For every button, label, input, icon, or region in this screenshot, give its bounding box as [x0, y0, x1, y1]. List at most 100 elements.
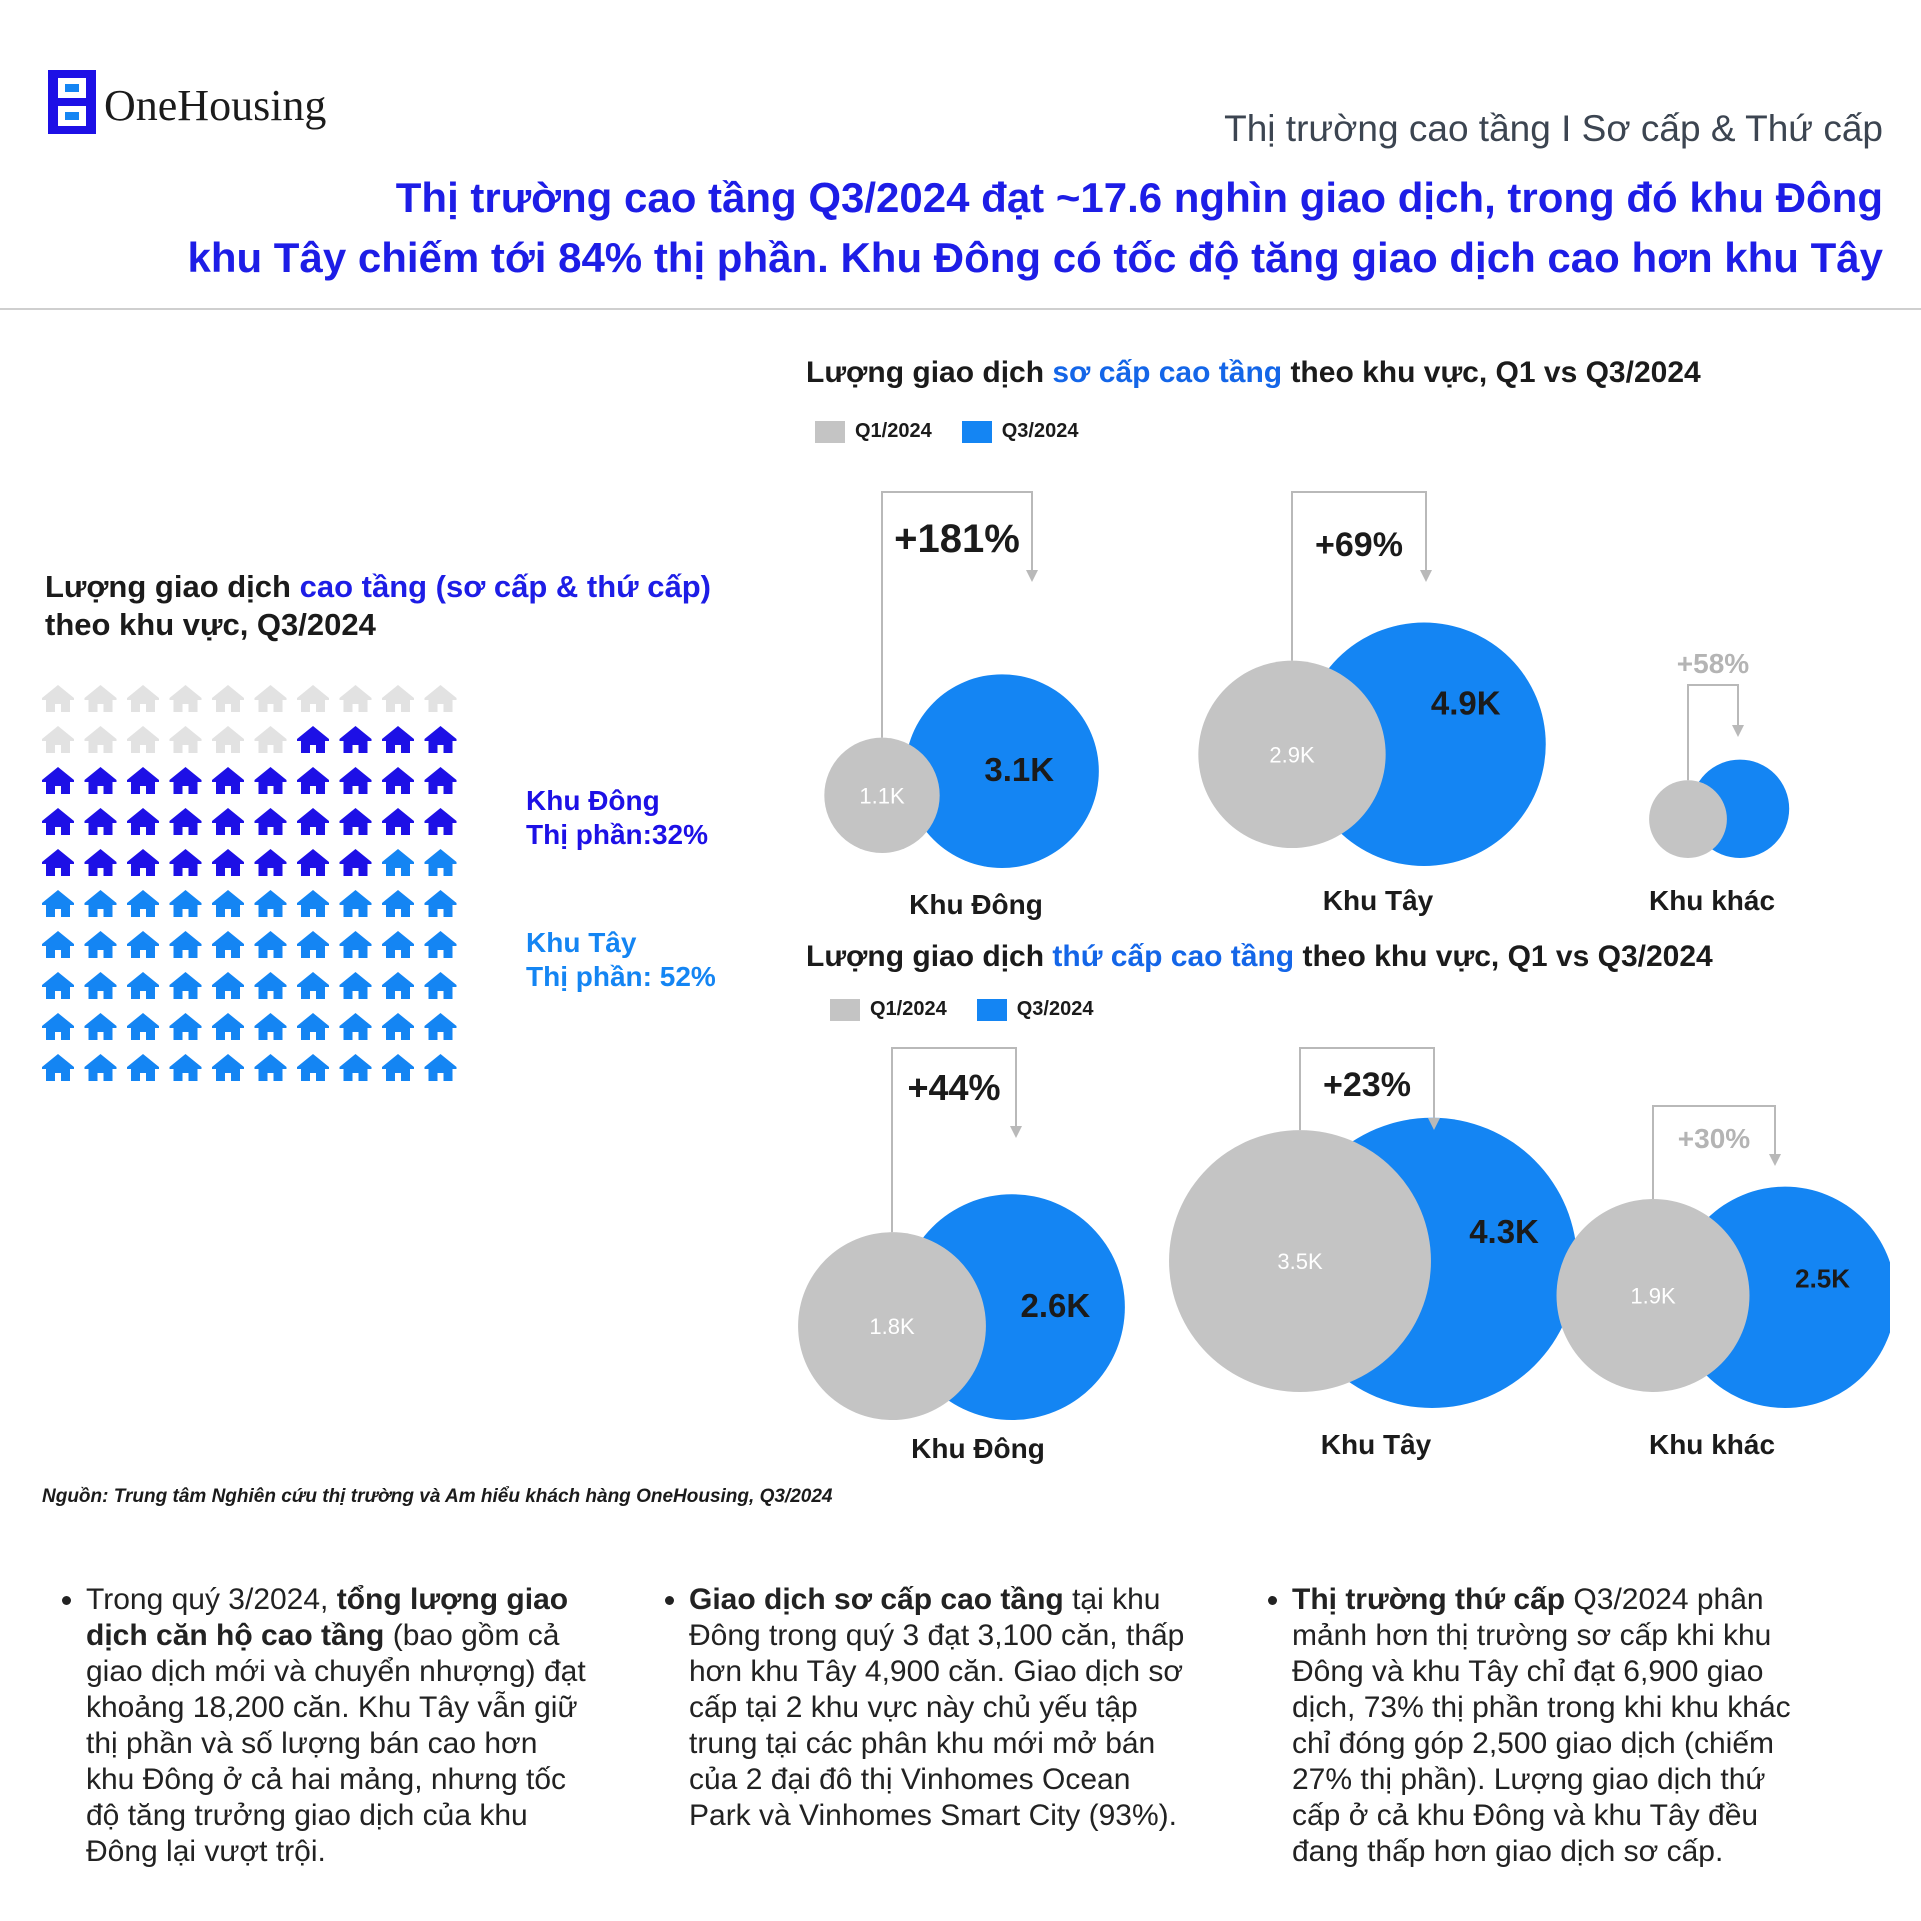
legend-q1: Q1/2024 — [870, 998, 947, 1020]
waffle-house-icon — [212, 685, 244, 712]
waffle-house-icon — [254, 890, 287, 917]
waffle-house-icon — [424, 890, 457, 917]
source-note: Nguồn: Trung tâm Nghiên cứu thị trường v… — [42, 1486, 833, 1507]
waffle-house-icon — [212, 1013, 244, 1040]
waffle-house-icon — [424, 808, 457, 835]
east-share-label: Khu Đông Thị phần:32% — [526, 784, 708, 852]
headline-line-1: Thị trường cao tầng Q3/2024 đạt ~17.6 ng… — [395, 174, 1883, 221]
legend-swatch-q1 — [815, 420, 845, 443]
legend-q3: Q3/2024 — [1001, 420, 1079, 442]
growth-connector — [1299, 1047, 1435, 1131]
value-label-q3: 4.9K — [1431, 684, 1501, 721]
waffle-house-icon — [297, 767, 329, 794]
waffle-house-icon — [339, 890, 372, 917]
growth-label: +30% — [1678, 1123, 1750, 1154]
waffle-house-icon — [127, 726, 159, 753]
waffle-house-icon — [339, 808, 372, 835]
legend-swatch-q1 — [830, 998, 860, 1021]
note-1-post: (bao gồm cả giao dịch mới và chuyển nhượ… — [86, 1619, 586, 1868]
secondary-bubble-chart: +44% 1.8K 2.6K Khu Đông +23% 3.5K 4.3K Khu Tây +… — [798, 1047, 1890, 1464]
growth-arrow-icon — [1010, 1126, 1022, 1138]
waffle-house-icon — [42, 972, 74, 999]
onehousing-logo-icon — [48, 70, 96, 134]
waffle-house-icon — [42, 808, 74, 835]
secondary-chart-title: Lượng giao dịch thứ cấp cao tầng theo kh… — [806, 940, 1713, 974]
note-3-post: Q3/2024 phân mảnh hơn thị trường sơ cấp … — [1292, 1583, 1791, 1868]
waffle-house-icon — [84, 890, 117, 917]
growth-arrow-icon — [1420, 570, 1432, 582]
growth-connector — [1652, 1105, 1776, 1200]
waffle-house-icon — [382, 931, 414, 958]
waffle-house-icon — [297, 931, 329, 958]
value-label-q3: 4.3K — [1469, 1213, 1539, 1250]
waffle-house-icon — [84, 1013, 117, 1040]
waffle-title-pre: Lượng giao dịch — [45, 569, 300, 604]
waffle-house-icon — [254, 931, 287, 958]
waffle-house-icon — [424, 1013, 457, 1040]
waffle-house-icon — [339, 972, 372, 999]
waffle-house-icon — [127, 890, 159, 917]
waffle-house-icon — [169, 890, 202, 917]
primary-title-post: theo khu vực, Q1 vs Q3/2024 — [1282, 356, 1701, 389]
waffle-house-icon — [212, 1054, 244, 1081]
primary-legend: Q1/2024 Q3/2024 — [815, 420, 1078, 443]
waffle-house-icon — [339, 685, 372, 712]
category-label: Khu Đông — [911, 1433, 1045, 1464]
waffle-house-icon — [382, 972, 414, 999]
waffle-house-icon — [212, 726, 244, 753]
category-label: Khu Tây — [1321, 1429, 1432, 1460]
waffle-house-icon — [127, 972, 159, 999]
waffle-house-icon — [84, 685, 117, 712]
page-headline: Thị trường cao tầng Q3/2024 đạt ~17.6 ng… — [83, 168, 1883, 288]
bubble-q1 — [798, 1232, 986, 1420]
waffle-house-icon — [169, 767, 202, 794]
value-label-q1: 1.1K — [859, 783, 905, 808]
note-1-pre: Trong quý 3/2024, — [86, 1583, 337, 1616]
waffle-house-icon — [382, 726, 414, 753]
brand-name: OneHousing — [104, 81, 327, 130]
waffle-house-icon — [169, 931, 202, 958]
waffle-house-icon — [382, 890, 414, 917]
note-2-post: tại khu Đông trong quý 3 đạt 3,100 căn, … — [689, 1583, 1185, 1832]
value-label-q3: 3.1K — [984, 751, 1054, 788]
waffle-house-icon — [169, 1054, 202, 1081]
waffle-house-icon — [297, 849, 329, 876]
waffle-house-icon — [127, 685, 159, 712]
bubble-q1 — [1198, 660, 1386, 848]
waffle-house-icon — [382, 767, 414, 794]
category-label: Khu khác — [1649, 885, 1775, 916]
bubble-q1 — [824, 737, 940, 853]
value-label-q3: 2.5K — [1795, 1263, 1850, 1293]
growth-arrow-icon — [1769, 1154, 1781, 1166]
growth-label: +58% — [1677, 648, 1749, 679]
waffle-title-highlight: cao tầng (sơ cấp & thứ cấp) — [299, 569, 711, 604]
waffle-house-icon — [169, 726, 202, 753]
header-divider — [0, 308, 1921, 310]
waffle-house-icon — [169, 849, 202, 876]
waffle-house-icon — [297, 726, 329, 753]
waffle-house-icon — [254, 726, 287, 753]
growth-label: +69% — [1315, 526, 1403, 564]
note-3-bold: Thị trường thứ cấp — [1292, 1583, 1566, 1616]
waffle-house-icon — [297, 1013, 329, 1040]
growth-arrow-icon — [1026, 570, 1038, 582]
waffle-house-icon — [382, 808, 414, 835]
waffle-house-icon — [169, 1013, 202, 1040]
growth-label: +181% — [894, 517, 1020, 561]
waffle-house-icon — [127, 849, 159, 876]
waffle-house-icon — [424, 849, 457, 876]
waffle-house-icon — [84, 849, 117, 876]
waffle-house-icon — [84, 931, 117, 958]
waffle-house-icon — [127, 808, 159, 835]
waffle-house-icon — [297, 972, 329, 999]
growth-arrow-icon — [1732, 725, 1744, 737]
waffle-house-icon — [424, 972, 457, 999]
east-share: Thị phần:32% — [526, 819, 709, 850]
waffle-house-icon — [212, 931, 244, 958]
note-2-bold: Giao dịch sơ cấp cao tầng — [689, 1583, 1064, 1616]
primary-bubble-chart: +181% 1.1K 3.1K Khu Đông +69% 2.9K 4.9K Khu Tây… — [824, 491, 1790, 920]
waffle-house-icon — [297, 890, 329, 917]
growth-connector — [891, 1047, 1017, 1233]
waffle-house-icon — [84, 726, 117, 753]
waffle-house-icon — [42, 931, 74, 958]
